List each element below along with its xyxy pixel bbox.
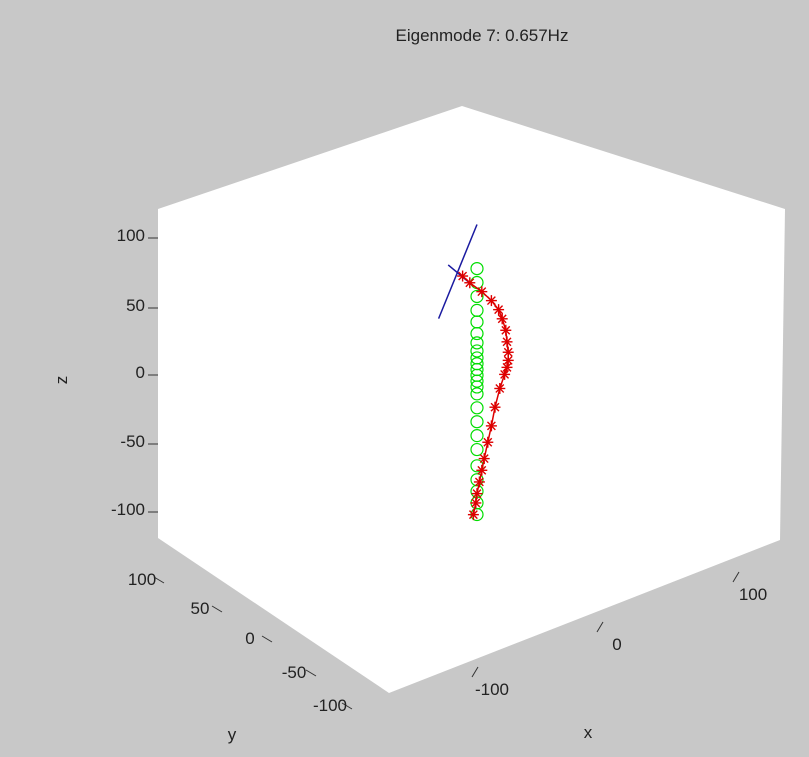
series-line bbox=[437, 224, 478, 319]
axes-background bbox=[158, 106, 785, 693]
y-tick bbox=[261, 635, 273, 643]
star-stroke bbox=[477, 465, 487, 475]
circle-marker bbox=[470, 401, 484, 415]
star-marker bbox=[485, 420, 497, 432]
star-stroke bbox=[486, 296, 496, 306]
circle-marker bbox=[470, 344, 484, 358]
star-marker bbox=[499, 368, 511, 380]
star-stroke bbox=[483, 437, 493, 447]
x-tick-label: 0 bbox=[612, 635, 621, 654]
y-tick bbox=[211, 605, 223, 613]
star-marker bbox=[502, 346, 514, 358]
star-stroke bbox=[503, 347, 513, 357]
circle-marker bbox=[470, 374, 484, 388]
y-tick-label: 100 bbox=[128, 570, 156, 589]
star-stroke bbox=[502, 337, 512, 347]
star-stroke bbox=[477, 287, 487, 297]
star-stroke bbox=[465, 278, 475, 288]
z-tick-label: -100 bbox=[111, 500, 145, 519]
z-tick-label: 100 bbox=[117, 226, 145, 245]
star-stroke bbox=[490, 402, 500, 412]
star-marker bbox=[496, 313, 508, 325]
circle-marker bbox=[470, 387, 484, 401]
star-marker bbox=[470, 497, 482, 509]
chart-title: Eigenmode 7: 0.657Hz bbox=[396, 26, 569, 45]
y-tick-label: 0 bbox=[245, 629, 254, 648]
star-marker bbox=[478, 453, 490, 465]
star-marker bbox=[473, 476, 485, 488]
axis-ticks: 100 50 0 -50 -100 100 50 0 -50 -100 -100 0 100 bbox=[111, 226, 767, 715]
y-axis-label: y bbox=[228, 725, 237, 744]
star-marker bbox=[502, 354, 514, 366]
circle-marker bbox=[470, 326, 484, 341]
star-stroke bbox=[479, 454, 489, 464]
circle-marker bbox=[470, 429, 484, 443]
star-stroke bbox=[474, 477, 484, 487]
star-marker bbox=[457, 270, 469, 282]
y-tick-label: 50 bbox=[191, 599, 210, 618]
star-marker bbox=[476, 464, 488, 476]
circle-marker bbox=[470, 289, 484, 304]
y-tick-label: -100 bbox=[313, 696, 347, 715]
star-marker bbox=[501, 336, 513, 348]
z-tick-label: 0 bbox=[136, 363, 145, 382]
star-stroke bbox=[495, 384, 505, 393]
star-stroke bbox=[486, 421, 496, 431]
star-marker bbox=[489, 401, 501, 413]
circle-marker bbox=[470, 380, 484, 394]
star-marker bbox=[482, 436, 494, 448]
z-axis-label: z bbox=[52, 376, 71, 385]
z-tick-label: 50 bbox=[126, 296, 145, 315]
x-tick bbox=[732, 571, 740, 583]
star-stroke bbox=[501, 325, 511, 335]
star-stroke bbox=[497, 314, 507, 324]
data-layer bbox=[437, 224, 514, 522]
y-tick bbox=[341, 702, 353, 710]
star-marker bbox=[471, 488, 483, 500]
star-marker bbox=[464, 277, 476, 289]
star-stroke bbox=[472, 489, 482, 499]
star-marker bbox=[485, 295, 497, 307]
star-marker bbox=[476, 286, 488, 298]
star-stroke bbox=[494, 305, 504, 315]
x-tick bbox=[596, 621, 604, 633]
star-stroke bbox=[471, 498, 481, 508]
star-marker bbox=[500, 324, 512, 336]
star-stroke bbox=[503, 355, 513, 365]
y-tick-label: -50 bbox=[282, 663, 307, 682]
x-tick-label: 100 bbox=[739, 585, 767, 604]
x-axis-label: x bbox=[584, 723, 593, 742]
x-tick-label: -100 bbox=[475, 680, 509, 699]
y-tick bbox=[305, 669, 317, 677]
star-marker bbox=[467, 509, 479, 521]
y-tick bbox=[153, 576, 165, 584]
circle-marker bbox=[470, 415, 484, 429]
series-line bbox=[462, 275, 509, 515]
star-stroke bbox=[458, 271, 468, 281]
star-stroke bbox=[468, 510, 478, 520]
circle-marker bbox=[470, 262, 484, 276]
axis-labels: z y x bbox=[52, 376, 593, 744]
circle-marker bbox=[470, 336, 484, 350]
circle-marker bbox=[470, 442, 484, 457]
z-tick-label: -50 bbox=[120, 432, 145, 451]
star-stroke bbox=[500, 369, 510, 379]
x-tick bbox=[471, 666, 479, 678]
star-marker bbox=[493, 304, 505, 316]
star-marker bbox=[494, 382, 506, 394]
